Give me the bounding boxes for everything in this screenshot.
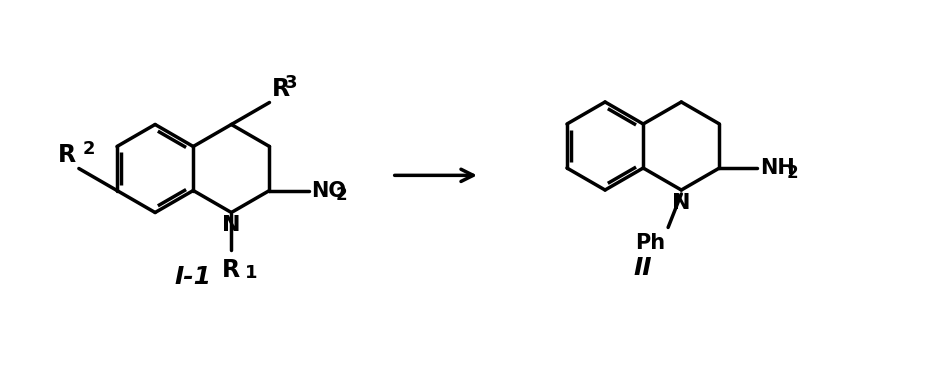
Text: R: R — [222, 258, 241, 282]
Text: NO: NO — [311, 181, 346, 201]
Text: II: II — [634, 256, 652, 280]
Text: N: N — [672, 193, 690, 213]
Text: 2: 2 — [336, 186, 347, 204]
Text: NH: NH — [759, 158, 794, 178]
Text: R: R — [58, 142, 76, 167]
Text: 3: 3 — [285, 74, 298, 92]
Text: Ph: Ph — [635, 233, 665, 253]
Text: 2: 2 — [786, 164, 798, 182]
Text: 1: 1 — [245, 264, 258, 282]
Text: R: R — [271, 76, 289, 100]
Text: N: N — [222, 215, 241, 235]
Text: I-1: I-1 — [174, 265, 211, 289]
Text: 2: 2 — [82, 140, 96, 158]
